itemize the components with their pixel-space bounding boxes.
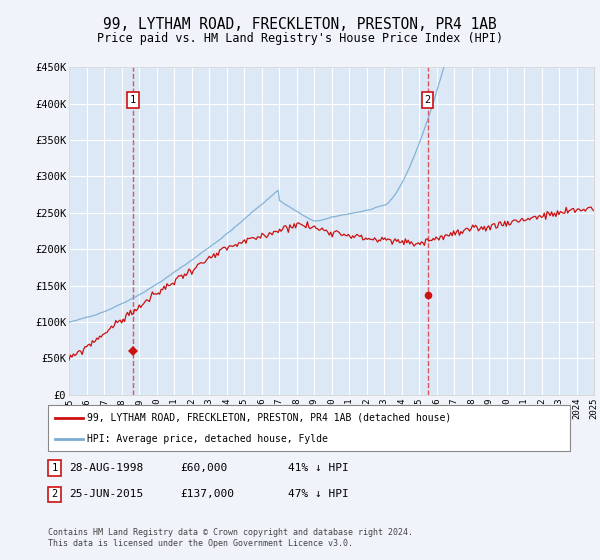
Text: Price paid vs. HM Land Registry's House Price Index (HPI): Price paid vs. HM Land Registry's House …: [97, 32, 503, 45]
Text: 47% ↓ HPI: 47% ↓ HPI: [288, 489, 349, 500]
Text: 1: 1: [52, 463, 58, 473]
Text: £60,000: £60,000: [180, 463, 227, 473]
Text: 25-JUN-2015: 25-JUN-2015: [69, 489, 143, 500]
Text: HPI: Average price, detached house, Fylde: HPI: Average price, detached house, Fyld…: [87, 434, 328, 444]
Text: £137,000: £137,000: [180, 489, 234, 500]
Text: Contains HM Land Registry data © Crown copyright and database right 2024.
This d: Contains HM Land Registry data © Crown c…: [48, 528, 413, 548]
Text: 99, LYTHAM ROAD, FRECKLETON, PRESTON, PR4 1AB: 99, LYTHAM ROAD, FRECKLETON, PRESTON, PR…: [103, 17, 497, 32]
Text: 2: 2: [425, 95, 431, 105]
Text: 1: 1: [130, 95, 136, 105]
Text: 99, LYTHAM ROAD, FRECKLETON, PRESTON, PR4 1AB (detached house): 99, LYTHAM ROAD, FRECKLETON, PRESTON, PR…: [87, 413, 451, 423]
Text: 2: 2: [52, 489, 58, 500]
Text: 41% ↓ HPI: 41% ↓ HPI: [288, 463, 349, 473]
Text: 28-AUG-1998: 28-AUG-1998: [69, 463, 143, 473]
